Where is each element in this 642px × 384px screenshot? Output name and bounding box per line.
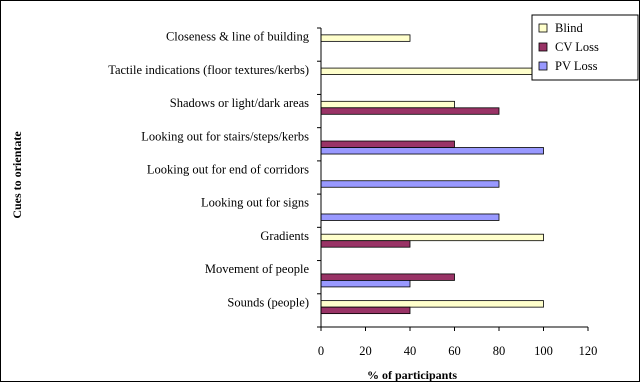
- bar-blind-1: [320, 34, 411, 42]
- bar-cv-loss-8: [320, 273, 455, 281]
- bars-group: [320, 34, 544, 315]
- bar-pv-loss-6: [320, 213, 500, 221]
- bar-cv-loss-9: [320, 306, 411, 315]
- bar-blind-9: [320, 300, 544, 308]
- bar-pv-loss-5: [320, 180, 500, 188]
- category-label: Tactile indications (floor textures/kerb…: [108, 63, 309, 77]
- legend-label: PV Loss: [555, 59, 598, 73]
- x-tick-label: 40: [404, 344, 417, 358]
- legend-label: Blind: [555, 21, 584, 35]
- x-axis-label: % of participants: [367, 368, 457, 382]
- bar-blind-3: [320, 100, 455, 109]
- x-tick-labels: 0 20 40 60 80 100 120: [318, 344, 598, 358]
- bar-cv-loss-7: [320, 240, 411, 248]
- axes-group: [317, 27, 589, 331]
- legend-box: [531, 14, 639, 81]
- bar-cv-loss-4: [320, 140, 455, 148]
- category-label: Looking out for end of corridors: [147, 163, 309, 177]
- x-tick-label: 80: [493, 344, 506, 358]
- bar-pv-loss-4: [320, 147, 544, 155]
- x-tick-label: 20: [359, 344, 372, 358]
- category-label: Gradients: [260, 229, 309, 243]
- legend-swatch: [538, 42, 548, 52]
- category-labels: Closeness & line of building Tactile indi…: [108, 30, 310, 310]
- x-tick-label: 100: [534, 344, 553, 358]
- category-label: Movement of people: [205, 262, 310, 276]
- bar-blind-7: [320, 233, 544, 242]
- bar-pv-loss-8: [320, 280, 411, 288]
- category-label: Shadows or light/dark areas: [170, 96, 309, 110]
- legend-swatch: [538, 23, 548, 33]
- y-axis-label: Cues to orientate: [10, 131, 24, 219]
- x-tick-label: 0: [318, 344, 324, 358]
- category-label: Sounds (people): [227, 295, 309, 309]
- bar-blind-2: [320, 67, 544, 75]
- category-label: Closeness & line of building: [166, 30, 310, 44]
- category-label: Looking out for signs: [201, 196, 309, 210]
- legend-label: CV Loss: [555, 40, 599, 54]
- category-label: Looking out for stairs/steps/kerbs: [141, 129, 309, 143]
- x-tick-label: 120: [579, 344, 598, 358]
- bar-cv-loss-3: [320, 107, 500, 115]
- legend-swatch: [538, 61, 548, 71]
- x-tick-label: 60: [448, 344, 461, 358]
- legend: Blind CV Loss PV Loss: [531, 14, 639, 81]
